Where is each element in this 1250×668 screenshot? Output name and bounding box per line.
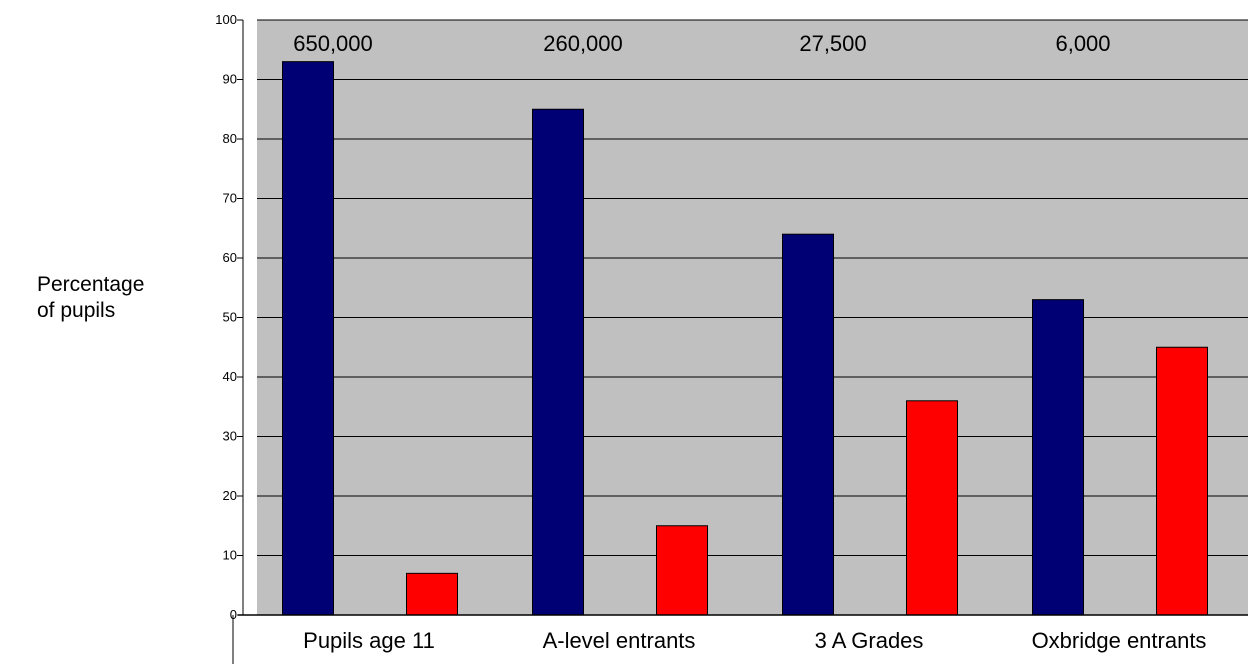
y-tick-label-100: 100 bbox=[215, 12, 237, 27]
bar-series2-cat2 bbox=[656, 525, 708, 616]
y-tick-label-50: 50 bbox=[223, 310, 237, 325]
category-label-4: Oxbridge entrants bbox=[1032, 628, 1207, 653]
total-label-1: 650,000 bbox=[293, 31, 373, 56]
y-axis-label-line-1: Percentage bbox=[37, 273, 145, 296]
bar-series2-cat4 bbox=[1156, 346, 1208, 616]
category-label-1: Pupils age 11 bbox=[303, 628, 435, 653]
y-tick-label-80: 80 bbox=[223, 131, 237, 146]
y-axis-label: Percentage of pupils bbox=[37, 272, 197, 324]
y-tick-label-10: 10 bbox=[223, 548, 237, 563]
y-tick-label-60: 60 bbox=[223, 250, 237, 265]
total-label-3: 27,500 bbox=[799, 31, 866, 56]
bar-series1-cat3 bbox=[782, 233, 834, 616]
category-label-2: A-level entrants bbox=[543, 628, 696, 653]
y-tick-label-0: 0 bbox=[230, 607, 237, 622]
bar-series1-cat2 bbox=[532, 108, 584, 616]
bar-series2-cat3 bbox=[906, 400, 958, 616]
y-tick-label-90: 90 bbox=[223, 72, 237, 87]
bar-series1-cat1 bbox=[282, 61, 334, 616]
y-tick-label-40: 40 bbox=[223, 369, 237, 384]
category-label-3: 3 A Grades bbox=[815, 628, 924, 653]
total-label-4: 6,000 bbox=[1055, 31, 1110, 56]
y-axis-label-line-2: of pupils bbox=[37, 299, 116, 322]
y-tick-label-70: 70 bbox=[223, 191, 237, 206]
total-label-2: 260,000 bbox=[543, 31, 623, 56]
bar-series2-cat1 bbox=[406, 572, 458, 616]
y-tick-label-30: 30 bbox=[223, 429, 237, 444]
bar-series1-cat4 bbox=[1032, 299, 1084, 616]
y-tick-label-20: 20 bbox=[223, 488, 237, 503]
